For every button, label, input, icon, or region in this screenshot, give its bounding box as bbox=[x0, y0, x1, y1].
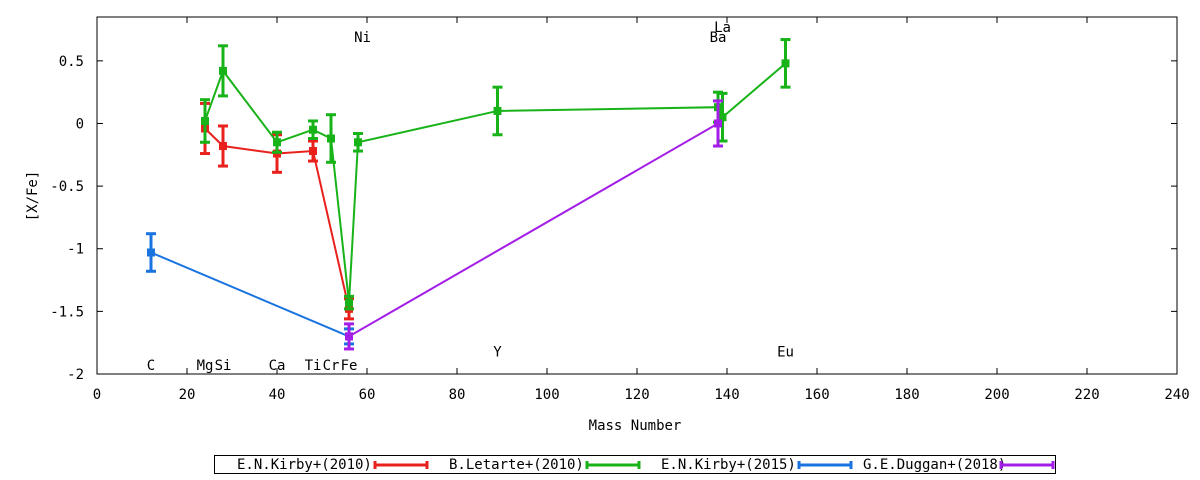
legend-swatch bbox=[373, 461, 429, 469]
x-axis-label: Mass Number bbox=[589, 418, 682, 434]
data-point bbox=[345, 298, 353, 307]
y-tick-label: -1 bbox=[67, 242, 84, 258]
data-series bbox=[146, 38, 791, 351]
legend-swatch bbox=[585, 461, 641, 469]
x-tick-label: 240 bbox=[1164, 387, 1189, 403]
series-line bbox=[150, 251, 350, 338]
x-tick-label: 60 bbox=[359, 387, 376, 403]
data-point bbox=[309, 147, 317, 156]
y-tick-label: -1.5 bbox=[50, 304, 84, 320]
legend-label: E.N.Kirby+(2015) bbox=[661, 457, 796, 473]
data-point bbox=[493, 106, 502, 115]
element-label: Cr bbox=[323, 358, 340, 374]
x-tick-label: 0 bbox=[93, 387, 101, 403]
data-point bbox=[327, 134, 335, 143]
data-point bbox=[273, 138, 281, 147]
element-label: Ba bbox=[710, 30, 727, 46]
x-tick-label: 140 bbox=[714, 387, 739, 403]
x-tick-label: 80 bbox=[449, 387, 466, 403]
data-point bbox=[781, 59, 790, 68]
y-tick-label: 0 bbox=[76, 116, 84, 132]
element-label: C bbox=[147, 358, 155, 374]
legend-label: G.E.Duggan+(2018) bbox=[863, 457, 1007, 473]
y-axis-label: [X/Fe] bbox=[25, 171, 41, 222]
y-tick-label: -2 bbox=[67, 367, 84, 383]
series-group bbox=[146, 232, 354, 346]
data-point bbox=[219, 66, 227, 75]
element-label: Mg bbox=[197, 358, 214, 374]
data-point bbox=[714, 119, 722, 128]
element-label: Y bbox=[493, 344, 502, 360]
x-tick-label: 220 bbox=[1074, 387, 1099, 403]
series-line bbox=[348, 122, 719, 338]
y-tick-label: -0.5 bbox=[50, 179, 84, 195]
x-tick-label: 100 bbox=[534, 387, 559, 403]
series-group bbox=[344, 99, 723, 351]
series-group bbox=[200, 38, 791, 311]
element-label: Si bbox=[215, 358, 232, 374]
element-label: Eu bbox=[777, 344, 794, 360]
legend: E.N.Kirby+(2010) B.Letarte+(2010) E.N.Ki… bbox=[214, 455, 1056, 474]
data-point bbox=[718, 113, 727, 122]
legend-swatch bbox=[797, 461, 853, 469]
plot-frame bbox=[96, 16, 1178, 375]
data-point bbox=[201, 116, 209, 125]
element-label: Ca bbox=[269, 358, 286, 374]
axis-ticks: 0 20 40 60 80 100 120 140 160 180 200 220 240 -2 -1.5 -… bbox=[50, 17, 1190, 403]
legend-swatch bbox=[999, 461, 1055, 469]
x-tick-label: 40 bbox=[269, 387, 286, 403]
data-point bbox=[219, 142, 227, 151]
data-point bbox=[309, 125, 317, 134]
element-label: La bbox=[714, 20, 731, 36]
x-tick-label: 120 bbox=[624, 387, 649, 403]
data-point bbox=[147, 248, 155, 257]
element-label: Ti bbox=[305, 358, 322, 374]
series-line bbox=[204, 62, 787, 303]
legend-label: E.N.Kirby+(2010) bbox=[237, 457, 372, 473]
element-label: Ni bbox=[354, 30, 371, 46]
element-label: Fe bbox=[341, 358, 358, 374]
x-tick-label: 180 bbox=[894, 387, 919, 403]
x-tick-label: 160 bbox=[804, 387, 829, 403]
data-point bbox=[354, 138, 362, 147]
y-tick-label: 0.5 bbox=[59, 54, 84, 70]
x-tick-label: 20 bbox=[179, 387, 196, 403]
x-tick-label: 200 bbox=[984, 387, 1009, 403]
legend-label: B.Letarte+(2010) bbox=[449, 457, 584, 473]
data-point bbox=[345, 332, 353, 341]
